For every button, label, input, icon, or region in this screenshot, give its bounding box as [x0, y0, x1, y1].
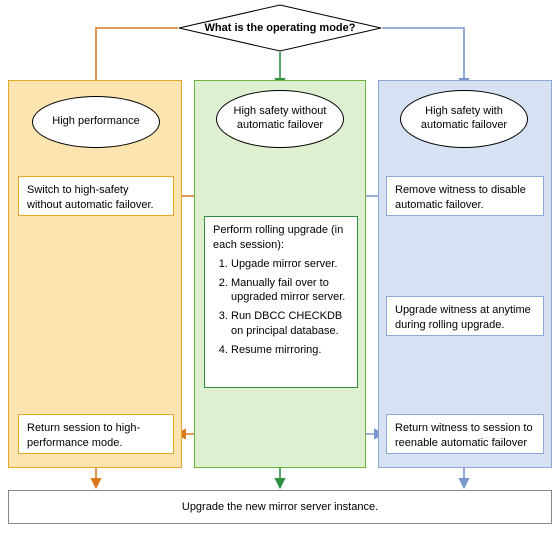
step-rolling-upgrade: Perform rolling upgrade (in each session…	[204, 216, 358, 388]
rolling-step: Upgade mirror server.	[231, 257, 349, 272]
step-switch-to-high-safety: Switch to high-safety without automatic …	[18, 176, 174, 216]
decision-label: What is the operating mode?	[178, 4, 382, 52]
decision-operating-mode: What is the operating mode?	[178, 4, 382, 52]
mode-high-safety-auto-failover: High safety with automatic failover	[400, 90, 528, 148]
mode-high-safety-no-failover: High safety without automatic failover	[216, 90, 344, 148]
rolling-step: Run DBCC CHECKDB on principal database.	[231, 309, 349, 339]
step-remove-witness-text: Remove witness to disable automatic fail…	[395, 184, 526, 211]
step-return-witness: Return witness to session to reenable au…	[386, 414, 544, 454]
mode-high-safety-no-failover-label: High safety without automatic failover	[225, 105, 335, 133]
mode-high-safety-auto-failover-label: High safety with automatic failover	[409, 105, 519, 133]
step-return-high-performance-text: Return session to high-performance mode.	[27, 422, 140, 449]
mode-high-performance: High performance	[32, 96, 160, 148]
step-return-high-performance: Return session to high-performance mode.	[18, 414, 174, 454]
step-remove-witness: Remove witness to disable automatic fail…	[386, 176, 544, 216]
rolling-step: Manually fail over to upgraded mirror se…	[231, 276, 349, 306]
step-rolling-upgrade-title: Perform rolling upgrade (in each session…	[213, 223, 349, 253]
rolling-step: Resume mirroring.	[231, 343, 349, 358]
step-rolling-upgrade-list: Upgade mirror server. Manually fail over…	[213, 257, 349, 358]
step-upgrade-new-mirror-text: Upgrade the new mirror server instance.	[182, 500, 378, 515]
mode-high-performance-label: High performance	[52, 115, 139, 129]
step-upgrade-witness: Upgrade witness at anytime during rollin…	[386, 296, 544, 336]
step-upgrade-new-mirror: Upgrade the new mirror server instance.	[8, 490, 552, 524]
step-return-witness-text: Return witness to session to reenable au…	[395, 422, 533, 449]
step-switch-to-high-safety-text: Switch to high-safety without automatic …	[27, 184, 154, 211]
step-upgrade-witness-text: Upgrade witness at anytime during rollin…	[395, 304, 531, 331]
